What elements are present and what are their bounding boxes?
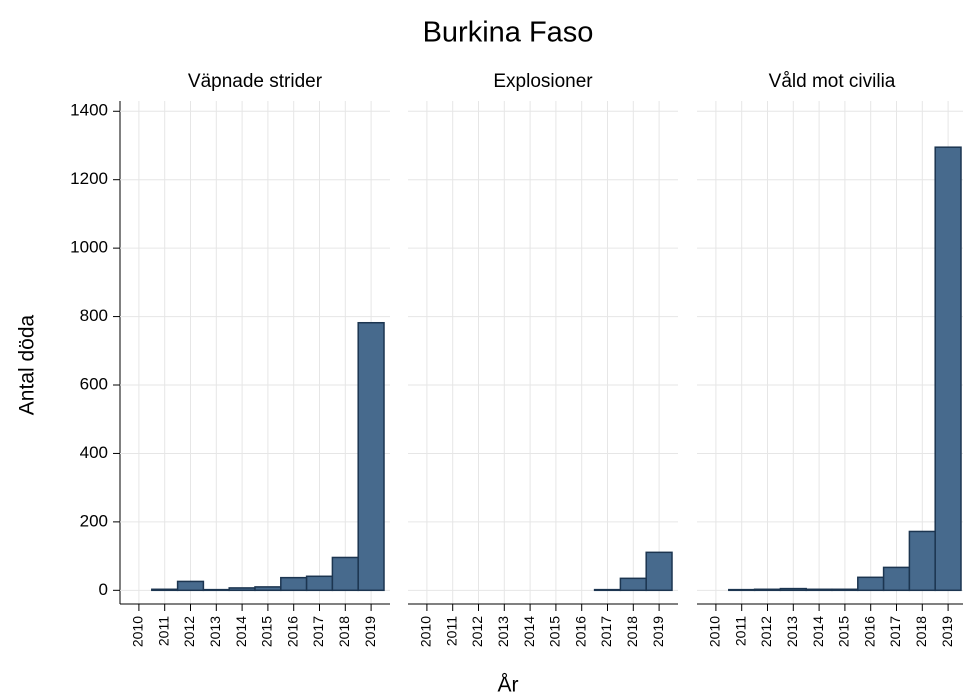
- y-tick-label: 800: [80, 306, 108, 325]
- bar: [593, 588, 622, 592]
- x-axis-label: År: [498, 674, 519, 697]
- x-tick-label: 2013: [495, 616, 511, 647]
- bar: [176, 580, 205, 592]
- x-tick-label: 2011: [155, 616, 171, 646]
- x-tick-label: 2010: [130, 616, 146, 647]
- x-tick-label: 2018: [624, 616, 640, 647]
- bar: [254, 586, 282, 592]
- x-tick-label: 2010: [707, 616, 723, 647]
- x-tick-label: 2017: [310, 616, 326, 647]
- panel-title: Väpnade strider: [188, 71, 323, 92]
- x-tick-label: 2014: [233, 616, 249, 647]
- x-tick-label: 2019: [650, 616, 666, 647]
- x-tick-label: 2018: [336, 616, 352, 647]
- x-tick-label: 2016: [861, 616, 877, 647]
- x-tick-label: 2019: [362, 616, 378, 647]
- y-tick-label: 1200: [70, 169, 108, 188]
- x-tick-label: 2019: [939, 616, 955, 647]
- y-tick-label: 1400: [70, 101, 108, 120]
- bar: [619, 577, 647, 592]
- bar: [779, 587, 807, 592]
- x-tick-label: 2014: [810, 616, 826, 647]
- bar: [331, 556, 359, 592]
- x-tick-label: 2015: [836, 616, 852, 647]
- x-tick-label: 2015: [547, 616, 563, 647]
- x-tick-label: 2017: [887, 616, 903, 647]
- bar: [753, 588, 782, 592]
- x-tick-label: 2012: [758, 616, 774, 647]
- panel-title: Våld mot civilia: [769, 71, 896, 92]
- x-tick-label: 2010: [418, 616, 434, 647]
- bar: [857, 576, 885, 592]
- y-axis-label: Antal döda: [16, 314, 39, 415]
- x-tick-label: 2012: [181, 616, 197, 647]
- chart-title: Burkina Faso: [423, 17, 594, 49]
- bar: [805, 588, 833, 592]
- bar: [908, 530, 936, 592]
- bar: [280, 576, 308, 592]
- bar: [151, 588, 179, 592]
- bar: [645, 551, 673, 592]
- y-tick-label: 200: [80, 511, 108, 530]
- x-tick-label: 2013: [207, 616, 223, 647]
- y-tick-label: 400: [80, 443, 108, 462]
- bar: [728, 588, 756, 592]
- bar: [831, 588, 859, 592]
- x-tick-label: 2012: [469, 616, 485, 647]
- panel-title: Explosioner: [493, 71, 593, 92]
- x-tick-label: 2016: [284, 616, 300, 647]
- y-tick-label: 1000: [70, 238, 108, 257]
- x-tick-label: 2015: [259, 616, 275, 647]
- bar: [228, 587, 256, 592]
- y-tick-label: 600: [80, 374, 108, 393]
- bar: [305, 575, 334, 592]
- x-tick-label: 2016: [572, 616, 588, 647]
- x-tick-label: 2017: [598, 616, 614, 647]
- x-tick-label: 2011: [443, 616, 459, 646]
- x-tick-label: 2011: [732, 616, 748, 646]
- x-tick-label: 2018: [913, 616, 929, 647]
- bar: [934, 146, 962, 592]
- bar: [357, 321, 385, 592]
- bar: [202, 588, 230, 592]
- x-tick-label: 2014: [521, 616, 537, 647]
- bar: [882, 566, 911, 592]
- x-tick-label: 2013: [784, 616, 800, 647]
- y-tick-label: 0: [99, 580, 108, 599]
